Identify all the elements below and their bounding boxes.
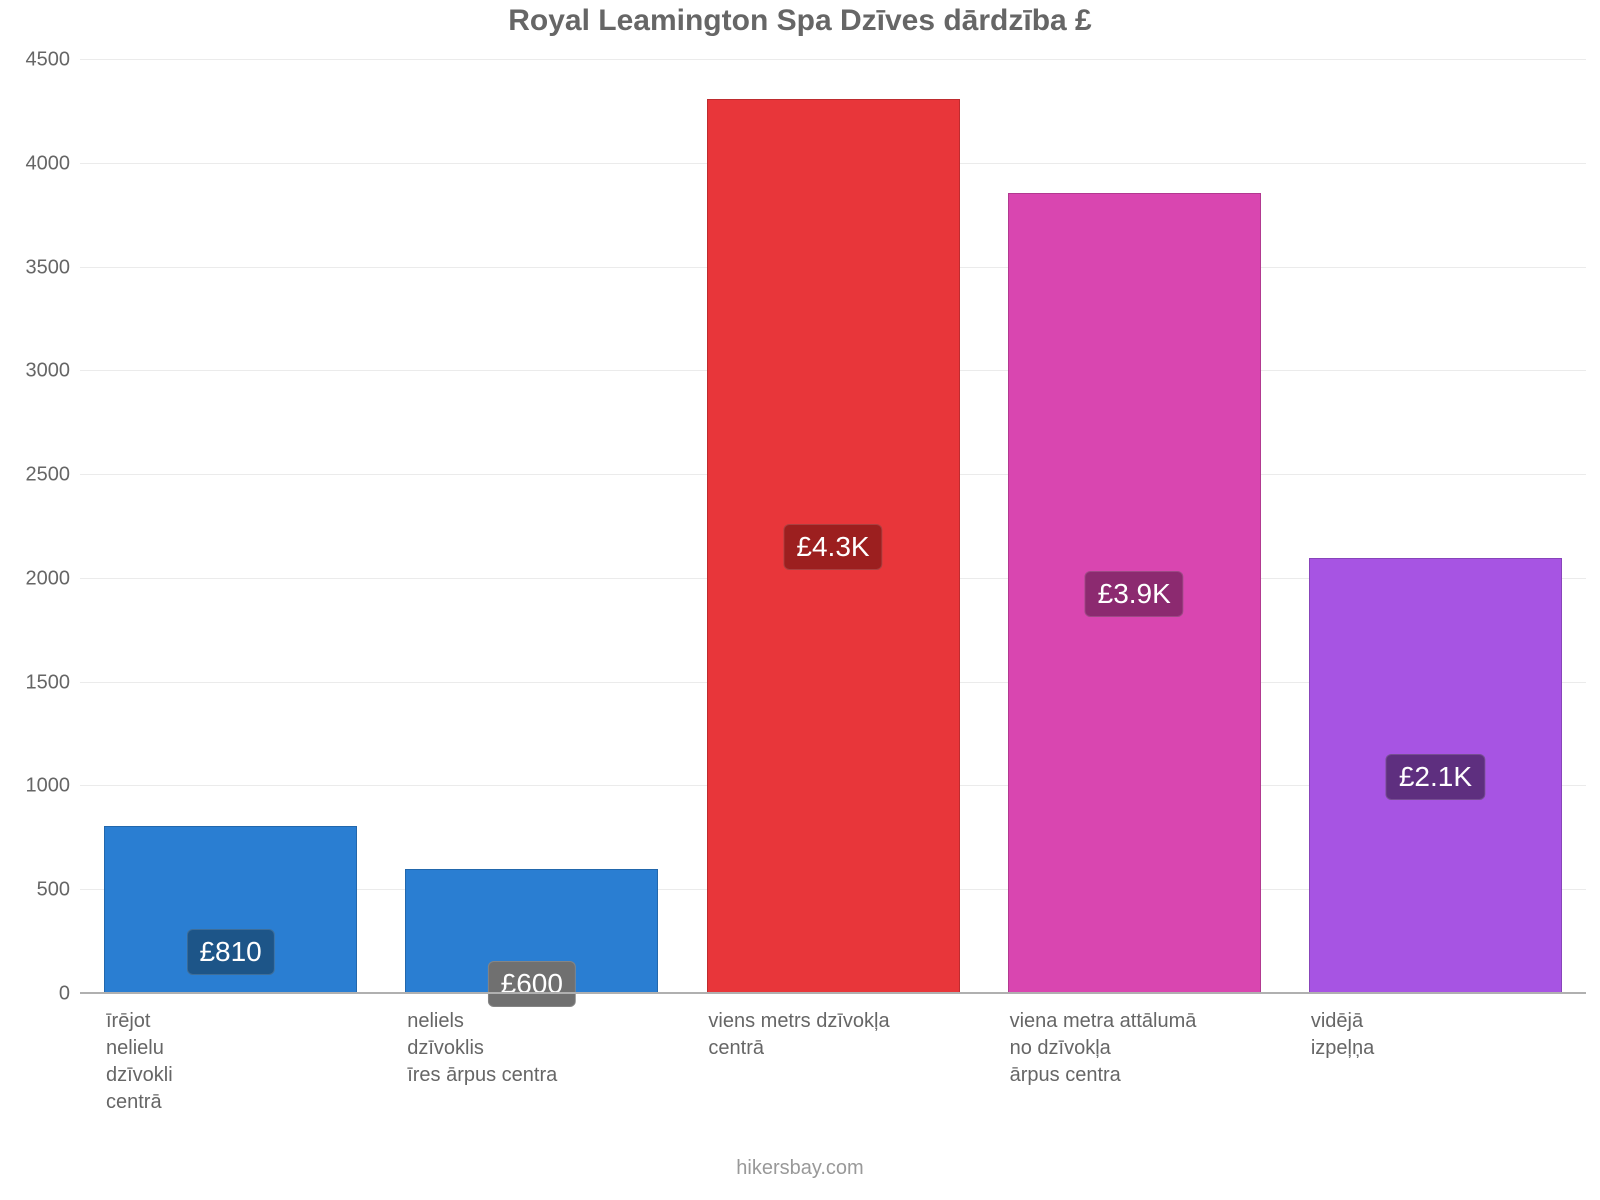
value-badge: £4.3K [783,524,882,570]
y-tick-label: 0 [59,983,80,1006]
plot-area: 050010001500200025003000350040004500 £81… [80,60,1586,994]
y-tick-label: 1000 [26,775,81,798]
value-badge: £2.1K [1386,754,1485,800]
x-tick-label: neliels dzīvoklis īres ārpus centra [381,1008,682,1116]
y-tick-label: 2000 [26,567,81,590]
x-axis-line [80,992,1586,994]
y-tick-label: 4500 [26,49,81,72]
bar-slot: £810 [80,60,381,994]
y-tick-label: 2500 [26,464,81,487]
x-tick-label: vidējā izpeļņa [1285,1008,1586,1116]
y-tick-label: 500 [37,879,80,902]
bar: £2.1K [1309,558,1562,994]
x-tick-label: īrējot nelielu dzīvokli centrā [80,1008,381,1116]
bar: £3.9K [1008,193,1261,994]
bar-slot: £3.9K [984,60,1285,994]
value-badge: £600 [488,961,576,1007]
y-tick-label: 3500 [26,256,81,279]
y-tick-label: 3000 [26,360,81,383]
x-tick-label: viens metrs dzīvokļa centrā [682,1008,983,1116]
x-axis-labels: īrējot nelielu dzīvokli centrāneliels dz… [80,1008,1586,1116]
y-tick-label: 1500 [26,671,81,694]
bar-slot: £4.3K [682,60,983,994]
bars-container: £810 £600 £4.3K £3.9K £2.1K [80,60,1586,994]
cost-of-living-chart: Royal Leamington Spa Dzīves dārdzība £ 0… [0,0,1600,1200]
value-badge: £3.9K [1085,571,1184,617]
chart-title: Royal Leamington Spa Dzīves dārdzība £ [0,4,1600,38]
bar: £810 [104,826,357,994]
bar: £600 [405,869,658,994]
bar-slot: £2.1K [1285,60,1586,994]
value-badge: £810 [186,929,274,975]
bar-slot: £600 [381,60,682,994]
x-tick-label: viena metra attālumā no dzīvokļa ārpus c… [984,1008,1285,1116]
y-tick-label: 4000 [26,152,81,175]
bar: £4.3K [707,99,960,994]
chart-credit: hikersbay.com [0,1157,1600,1180]
